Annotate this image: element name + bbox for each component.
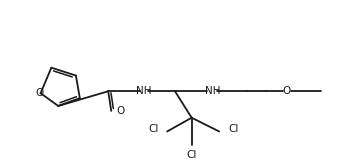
Text: O: O <box>283 86 291 96</box>
Text: Cl: Cl <box>228 125 238 134</box>
Text: Cl: Cl <box>187 150 197 160</box>
Text: Cl: Cl <box>148 125 158 134</box>
Text: O: O <box>116 106 124 116</box>
Text: NH: NH <box>136 86 151 96</box>
Text: NH: NH <box>205 86 220 96</box>
Text: O: O <box>35 88 44 98</box>
